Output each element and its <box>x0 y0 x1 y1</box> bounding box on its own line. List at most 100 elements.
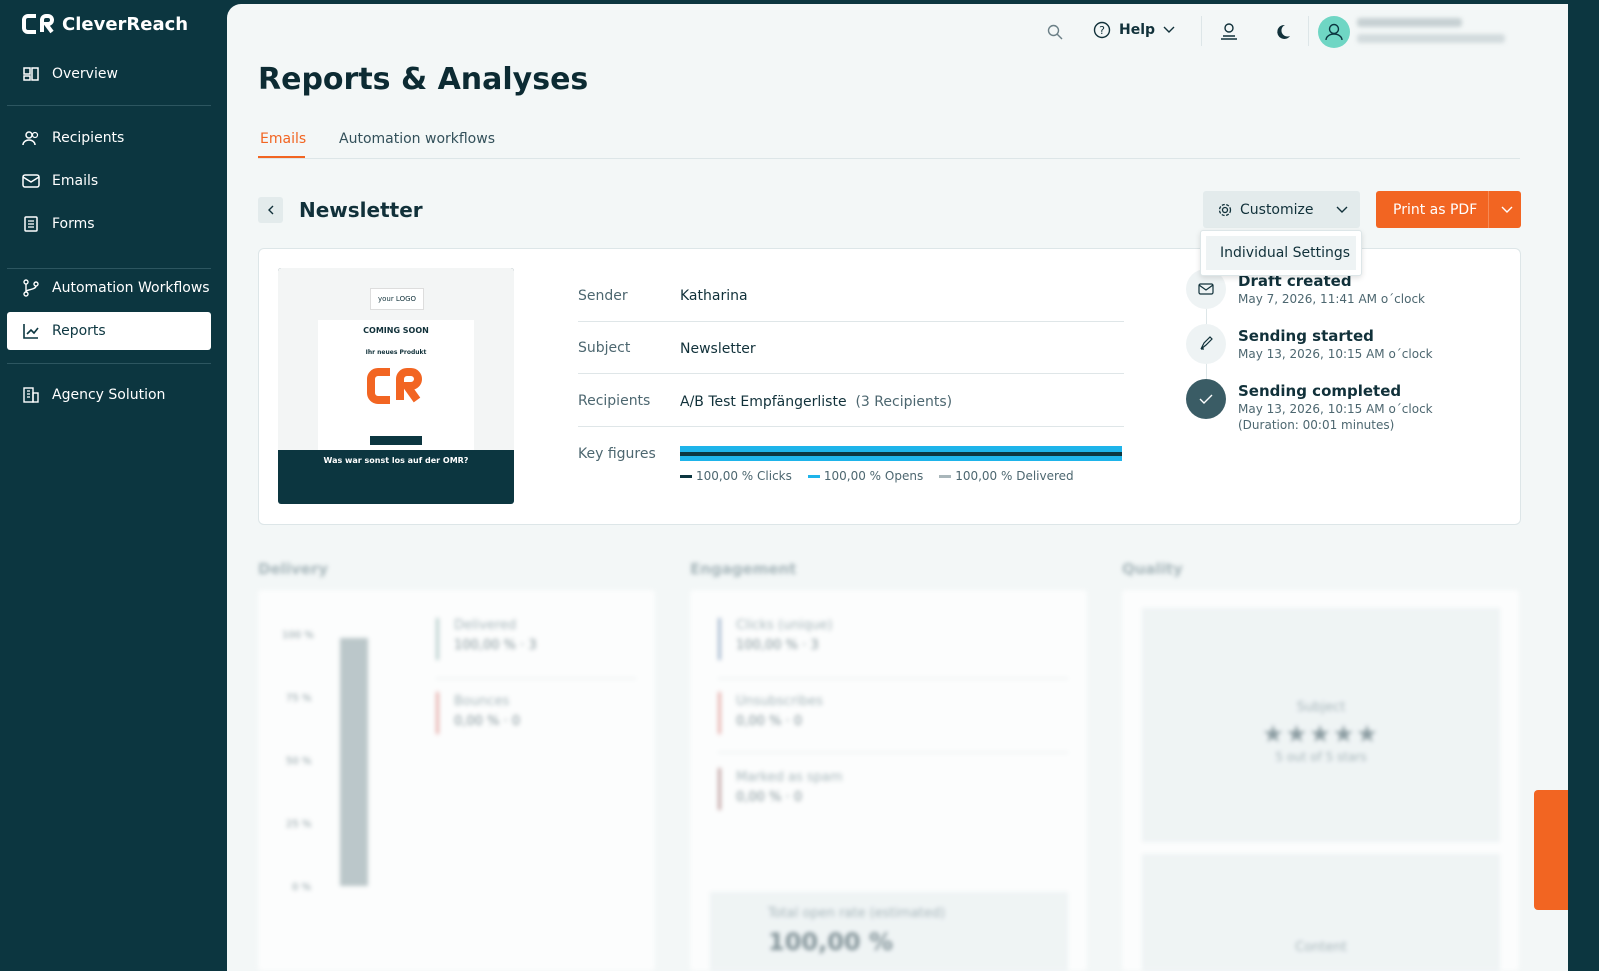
menu-item[interactable]: Individual Settings <box>1206 236 1356 270</box>
axis-label: 25 % <box>286 819 312 830</box>
tab-active[interactable]: Emails <box>260 131 307 147</box>
decoration <box>1221 206 1229 213</box>
decoration <box>1224 23 1234 33</box>
row-divider <box>578 426 1124 427</box>
metric-label: Bounces <box>454 694 510 709</box>
account-email-blurred <box>1357 34 1505 43</box>
decoration <box>1047 24 1060 37</box>
decoration <box>27 390 30 398</box>
section-title: Quality <box>1122 560 1183 578</box>
chevron <box>1336 206 1348 213</box>
accent <box>436 692 439 734</box>
row-divider <box>718 678 1068 679</box>
legend-item: 100,00 % Opens <box>807 469 924 483</box>
detail-value: Newsletter <box>680 341 756 357</box>
gear-icon <box>1218 203 1232 216</box>
customize-button[interactable]: Customize <box>1203 191 1360 228</box>
decoration <box>23 291 29 297</box>
decoration <box>1336 206 1348 213</box>
decoration <box>1199 394 1213 404</box>
decoration <box>23 279 29 285</box>
metric-value: 0,00 % · 0 <box>736 714 803 729</box>
timeline-time: May 13, 2026, 10:15 AM o´clock <box>1238 402 1433 416</box>
separator <box>7 268 211 269</box>
stars-label: 5 out of 5 stars <box>1275 750 1367 764</box>
nav-label: Overview <box>52 66 118 82</box>
accent <box>718 618 721 660</box>
help-button[interactable]: ? Help <box>1093 21 1175 39</box>
preview-subline: Ihr neues Produkt <box>365 349 427 356</box>
nav-item[interactable]: Emails <box>7 162 211 200</box>
decoration <box>40 14 54 34</box>
avatar[interactable] <box>1318 16 1350 48</box>
nav-item[interactable]: Forms <box>7 205 211 243</box>
axis-label: 50 % <box>286 756 312 767</box>
back-button[interactable] <box>258 197 283 223</box>
quality-panel: Subject ★★★★★ 5 out of 5 stars Content <box>1122 590 1519 971</box>
divider <box>1488 191 1489 228</box>
subject-label: Subject <box>1296 700 1346 715</box>
nav-item[interactable]: Automation Workflows <box>7 269 211 307</box>
metric-value: 100,00 % · 3 <box>736 638 819 653</box>
nav-item[interactable]: Overview <box>7 55 211 93</box>
dark-mode-icon[interactable] <box>1273 23 1291 41</box>
nav-item-active[interactable]: Reports <box>7 312 211 350</box>
print-label: Print as PDF <box>1393 201 1478 218</box>
timeline-icon <box>1186 324 1226 364</box>
nav-item[interactable]: Agency Solution <box>7 376 211 414</box>
help-label: Help <box>1119 22 1156 38</box>
timeline-icon <box>1186 379 1226 419</box>
decoration <box>28 220 34 228</box>
axis-label: 100 % <box>282 630 314 641</box>
row-divider <box>436 678 636 679</box>
section-title: Engagement <box>690 560 797 578</box>
clicks-bar <box>680 452 1122 456</box>
decoration <box>1221 35 1237 40</box>
decoration <box>22 139 36 146</box>
feedback-tab[interactable] <box>1534 790 1568 910</box>
detail-label: Subject <box>578 340 631 356</box>
engagement-panel: Clicks (unique) 100,00 % · 3 Unsubscribe… <box>690 590 1087 971</box>
detail-value: A/B Test Empfängerliste (3 Recipients) <box>680 394 952 410</box>
separator <box>7 105 211 106</box>
decoration <box>1318 16 1350 48</box>
timeline-icon <box>1186 269 1226 309</box>
delivery-panel: 100 % 75 % 50 % 25 % 0 % Delivered 100,0… <box>258 590 655 971</box>
detail-value: Katharina <box>680 288 748 304</box>
row-divider <box>718 752 1068 753</box>
open-rate-value: 100,00 % <box>768 928 894 956</box>
decoration <box>22 174 40 188</box>
decoration <box>1163 26 1175 33</box>
detail-label: Sender <box>578 288 628 304</box>
icon <box>23 387 39 403</box>
chevron <box>1163 26 1175 33</box>
scrollbar <box>1568 0 1599 971</box>
support-icon[interactable] <box>1219 22 1239 42</box>
legend-label: 100,00 % Opens <box>823 469 924 483</box>
nav-label: Reports <box>52 323 106 339</box>
search-icon[interactable] <box>1047 24 1063 40</box>
timeline-time: May 7, 2026, 11:41 AM o´clock <box>1238 292 1425 306</box>
tab-underline <box>258 156 305 158</box>
print-button[interactable]: Print as PDF <box>1376 191 1521 228</box>
timeline-time: May 13, 2026, 10:15 AM o´clock <box>1238 347 1433 361</box>
report-name: Newsletter <box>299 198 423 222</box>
decoration <box>267 205 273 215</box>
tab[interactable]: Automation workflows <box>339 131 495 147</box>
preview-headline: COMING SOON <box>363 326 429 335</box>
icon <box>23 324 39 339</box>
nav-label: Automation Workflows <box>52 280 210 296</box>
accent <box>436 618 439 660</box>
decoration <box>23 67 31 75</box>
nav-item[interactable]: Recipients <box>7 119 211 157</box>
brand-name: CleverReach <box>62 13 189 35</box>
metric-label: Marked as spam <box>736 770 843 785</box>
key-figure-legend: 100,00 % Clicks 100,00 % Opens 100,00 % … <box>680 469 1074 483</box>
timeline-title: Sending completed <box>1238 382 1402 400</box>
decoration <box>23 75 31 81</box>
metric-label: Clicks (unique) <box>736 618 833 633</box>
preview-logo: your LOGO <box>370 288 424 310</box>
preview-image <box>367 368 422 404</box>
axis-label: 0 % <box>292 882 312 893</box>
